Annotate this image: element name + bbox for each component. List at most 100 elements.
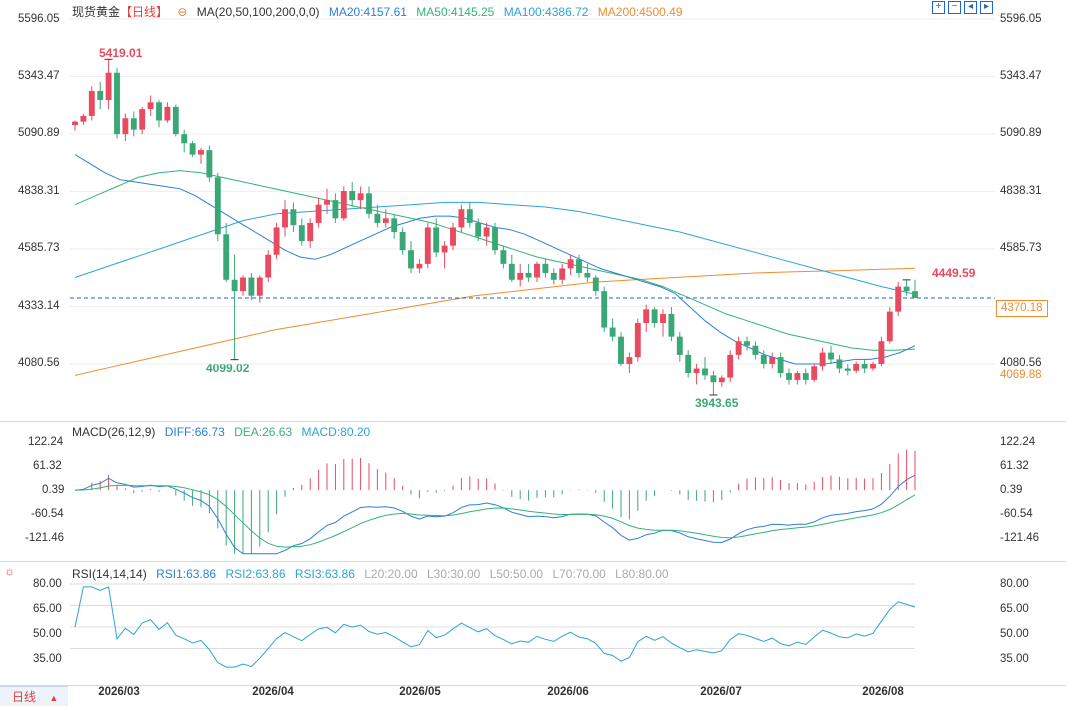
price-label-right: 4838.31 (1000, 185, 1042, 197)
ma50-value: MA50:4145.25 (416, 5, 495, 19)
candle-body (374, 213, 381, 223)
candle-body (542, 263, 549, 273)
candle-body (475, 222, 482, 237)
candle-body (231, 279, 238, 292)
macd-label: MACD(26,12,9) (72, 425, 156, 439)
candle-body (189, 143, 196, 155)
candle-body (181, 134, 188, 144)
l70-value: L70:70.00 (552, 567, 606, 581)
candle-body (844, 368, 851, 371)
candle-body (307, 222, 314, 242)
ma200-value: MA200:4500.49 (597, 5, 683, 19)
x-tick-label: 2026/07 (700, 686, 742, 698)
candle-body (676, 336, 683, 355)
candle-body (273, 227, 280, 255)
macd-divider (0, 421, 1066, 422)
candle-body (727, 354, 734, 378)
settings-icon[interactable]: ⊖ (177, 5, 188, 19)
candle-body (643, 309, 650, 324)
candle-body (324, 200, 330, 205)
candle-body (315, 204, 322, 223)
candle-body (550, 272, 557, 280)
candle-body (744, 341, 750, 346)
ma200-tag: 4069.88 (1000, 369, 1042, 381)
zoom-in-icon[interactable]: + (932, 1, 945, 14)
candle-body (517, 272, 524, 280)
macd-label-left: 0.39 (42, 484, 65, 496)
candle-body (80, 115, 87, 122)
price-label-left: 4838.31 (18, 185, 60, 197)
x-tick-label: 2026/03 (98, 686, 140, 698)
candle-body (525, 272, 532, 278)
candle-body (214, 177, 221, 235)
candle-body (340, 191, 347, 219)
x-tick-label: 2026/08 (862, 686, 904, 698)
caret-up-icon: ▲ (49, 693, 59, 703)
price-label-left: 4333.14 (18, 300, 60, 312)
dea-value: DEA:26.63 (234, 425, 293, 439)
macd-diff-line (74, 474, 916, 555)
candle-body (492, 227, 498, 251)
low2-annotation: 3943.65 (695, 396, 739, 410)
candle-body (441, 245, 448, 253)
candle-body (660, 313, 666, 324)
candle-body (534, 263, 540, 278)
x-tick-label: 2026/05 (399, 686, 441, 698)
l30-value: L30:30.00 (426, 567, 481, 581)
candle-body (156, 102, 162, 121)
candle-body (500, 250, 507, 264)
candle-body (651, 309, 658, 324)
rsi-label-right: 35.00 (1000, 653, 1029, 665)
candle-body (811, 366, 818, 380)
candle-body (559, 268, 566, 280)
l50-value: L50:50.00 (489, 567, 544, 581)
price-label-right: 4080.56 (1000, 357, 1042, 369)
move-left-icon[interactable]: ◂ (964, 1, 977, 14)
candle-body (735, 341, 742, 355)
candle-body (223, 234, 230, 280)
candle-body (466, 209, 473, 223)
candle-body (626, 357, 633, 364)
candle-body (777, 357, 784, 374)
candle-body (416, 263, 423, 269)
candle-body (433, 227, 440, 253)
price-label-right: 5090.89 (1000, 127, 1042, 139)
candle-body (332, 200, 339, 219)
candle-body (164, 106, 171, 121)
candle-body (718, 377, 725, 383)
rsi-label-right: 50.00 (1000, 628, 1029, 640)
zoom-out-icon[interactable]: − (948, 1, 961, 14)
candle-body (424, 227, 431, 264)
candle-body (584, 272, 591, 278)
price-label-left: 4585.73 (18, 242, 60, 254)
ma100-value: MA100:4386.72 (503, 5, 589, 19)
l80-value: L80:80.00 (615, 567, 669, 581)
macd-label-left: 122.24 (28, 436, 64, 448)
ma20-value: MA20:4157.61 (328, 5, 407, 19)
rsi-legend: RSI(14,14,14) RSI1:63.86 RSI2:63.86 RSI3… (72, 567, 675, 581)
price-label-right: 5596.05 (1000, 13, 1042, 25)
candle-body (206, 150, 213, 178)
x-tick-label: 2026/04 (252, 686, 294, 698)
sun-icon[interactable]: ☼ (4, 564, 15, 578)
macd-label-right: 0.39 (1000, 484, 1023, 496)
candle-body (601, 291, 608, 328)
candle-body (399, 231, 406, 251)
period-label: 【日线】 (120, 5, 169, 19)
candle-body (290, 209, 297, 226)
candle-body (256, 277, 263, 296)
diff-value: DIFF:66.73 (164, 425, 225, 439)
candle-body (105, 72, 112, 101)
candle-body (88, 90, 95, 116)
macd-label-left: 61.32 (33, 460, 62, 472)
candle-body (878, 341, 885, 364)
candle-body (912, 291, 918, 298)
move-right-icon[interactable]: ▸ (980, 1, 993, 14)
timeframe-button[interactable]: 日线 ▲ (0, 686, 68, 706)
rsi-label: RSI(14,14,14) (72, 567, 147, 581)
rsi-label-right: 65.00 (1000, 603, 1029, 615)
candle-body (618, 336, 624, 364)
candle-body (592, 277, 599, 292)
candle-body (786, 373, 792, 380)
rsi1-value: RSI1:63.86 (156, 567, 217, 581)
